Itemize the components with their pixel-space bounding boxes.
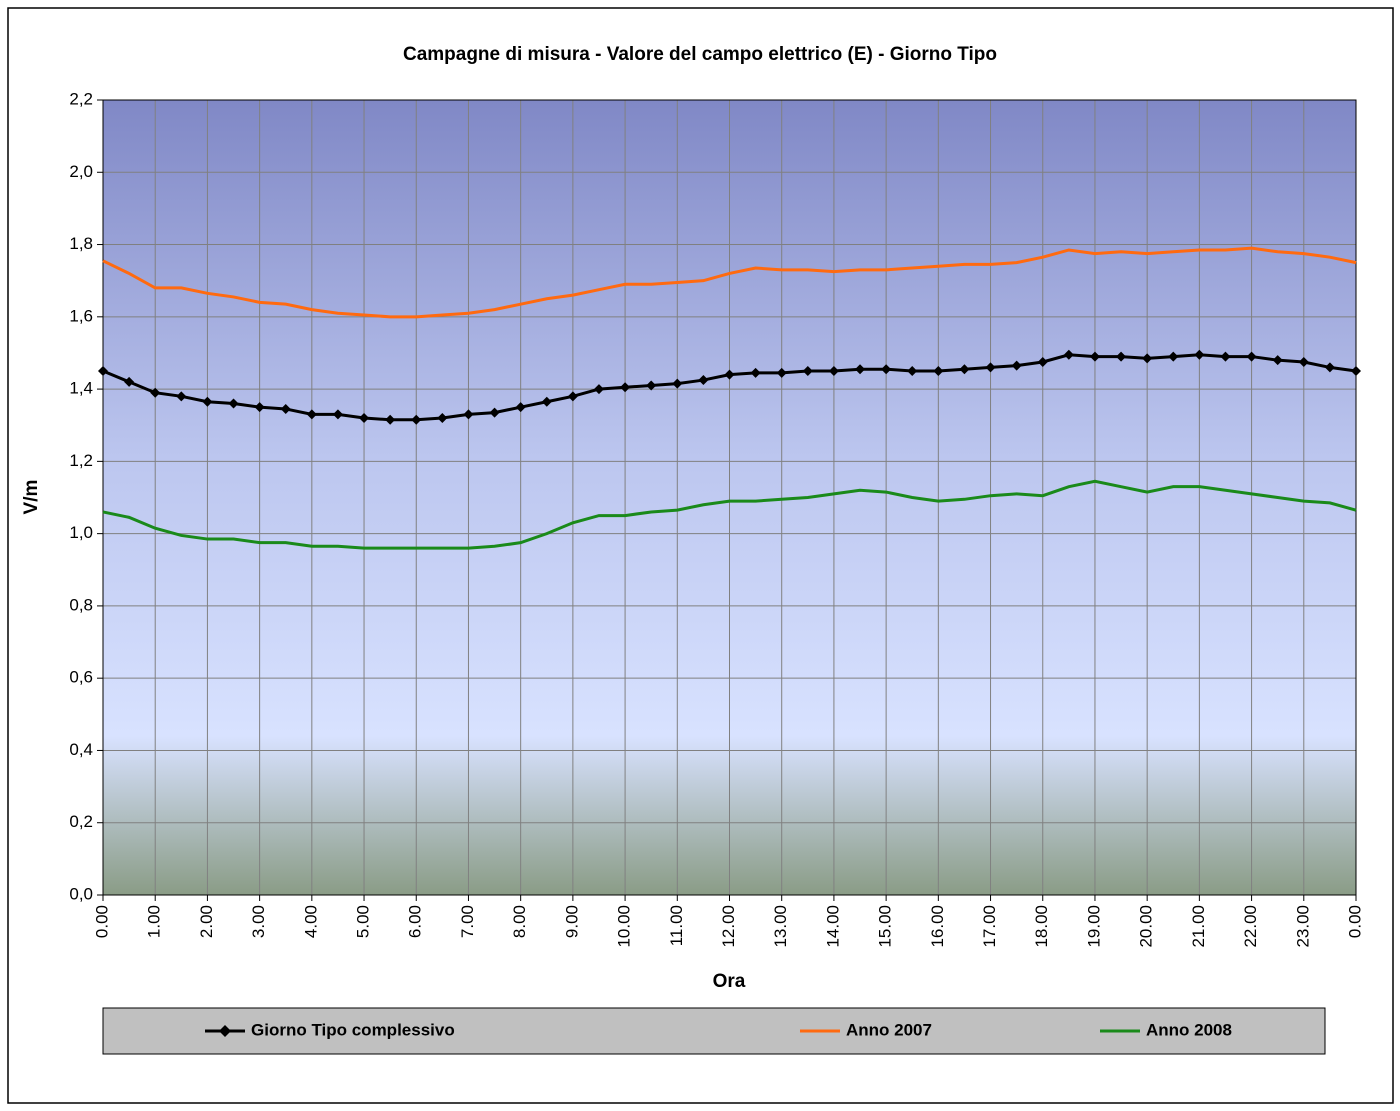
x-tick-label: 16.00 bbox=[928, 905, 947, 948]
point-marker bbox=[750, 367, 761, 378]
legend-marker bbox=[219, 1025, 231, 1037]
x-tick-label: 0.00 bbox=[1345, 905, 1364, 938]
y-tick-label: 0,4 bbox=[69, 740, 93, 759]
x-tick-label: 9.00 bbox=[562, 905, 581, 938]
x-tick-label: 3.00 bbox=[249, 905, 268, 938]
point-marker bbox=[202, 396, 213, 407]
y-tick-label: 1,2 bbox=[69, 451, 93, 470]
point-marker bbox=[306, 409, 317, 420]
y-tick-label: 1,0 bbox=[69, 523, 93, 542]
point-marker bbox=[515, 402, 526, 413]
point-marker bbox=[124, 376, 135, 387]
point-marker bbox=[1272, 355, 1283, 366]
point-marker bbox=[228, 398, 239, 409]
point-marker bbox=[933, 366, 944, 377]
point-marker bbox=[1246, 351, 1257, 362]
point-marker bbox=[150, 387, 161, 398]
x-tick-label: 5.00 bbox=[354, 905, 373, 938]
point-marker bbox=[985, 362, 996, 373]
point-marker bbox=[672, 378, 683, 389]
point-marker bbox=[176, 391, 187, 402]
y-tick-label: 0,6 bbox=[69, 668, 93, 687]
point-marker bbox=[1351, 366, 1361, 377]
point-marker bbox=[646, 380, 657, 391]
x-tick-label: 2.00 bbox=[197, 905, 216, 938]
point-marker bbox=[1298, 356, 1309, 367]
point-marker bbox=[437, 413, 448, 423]
y-tick-label: 0,2 bbox=[69, 812, 93, 831]
x-tick-label: 23.00 bbox=[1293, 905, 1312, 948]
x-tick-label: 4.00 bbox=[301, 905, 320, 938]
point-marker bbox=[98, 366, 108, 377]
point-marker bbox=[907, 366, 918, 377]
point-marker bbox=[332, 409, 343, 420]
x-tick-label: 21.00 bbox=[1189, 905, 1208, 948]
y-axis-label: V/m bbox=[21, 480, 42, 515]
point-marker bbox=[1089, 351, 1100, 362]
y-tick-label: 1,4 bbox=[69, 379, 93, 398]
x-tick-label: 18.00 bbox=[1032, 905, 1051, 948]
x-tick-label: 8.00 bbox=[510, 905, 529, 938]
x-axis-label: Ora bbox=[713, 971, 746, 992]
point-marker bbox=[1142, 353, 1153, 364]
point-marker bbox=[1168, 351, 1179, 362]
point-marker bbox=[698, 375, 709, 386]
legend-label: Giorno Tipo complessivo bbox=[251, 1020, 455, 1039]
point-marker bbox=[254, 402, 265, 413]
point-marker bbox=[855, 364, 866, 375]
point-marker bbox=[881, 364, 892, 375]
chart-title: Campagne di misura - Valore del campo el… bbox=[403, 44, 997, 65]
series-line bbox=[102, 246, 1357, 319]
x-tick-label: 6.00 bbox=[406, 905, 425, 938]
x-tick-label: 10.00 bbox=[615, 905, 634, 948]
point-marker bbox=[1116, 351, 1127, 362]
point-marker bbox=[1194, 349, 1205, 360]
point-marker bbox=[359, 413, 370, 423]
y-tick-label: 1,8 bbox=[69, 234, 93, 253]
y-tick-label: 1,6 bbox=[69, 306, 93, 325]
point-marker bbox=[776, 367, 787, 378]
point-marker bbox=[1011, 360, 1022, 371]
point-marker bbox=[567, 391, 578, 402]
x-tick-label: 0.00 bbox=[92, 905, 111, 938]
x-tick-label: 11.00 bbox=[667, 905, 686, 946]
x-tick-label: 19.00 bbox=[1084, 905, 1103, 948]
point-marker bbox=[489, 407, 500, 418]
x-tick-label: 17.00 bbox=[980, 905, 999, 948]
plot-border bbox=[102, 99, 1357, 896]
point-marker bbox=[1037, 356, 1048, 367]
point-marker bbox=[411, 414, 422, 425]
point-marker bbox=[463, 409, 474, 420]
point-marker bbox=[828, 366, 839, 377]
point-marker bbox=[1220, 351, 1231, 362]
legend-label: Anno 2007 bbox=[846, 1020, 932, 1039]
x-tick-label: 22.00 bbox=[1241, 905, 1260, 948]
x-tick-label: 1.00 bbox=[145, 905, 164, 938]
legend-label: Anno 2008 bbox=[1146, 1020, 1232, 1039]
x-tick-label: 20.00 bbox=[1137, 905, 1156, 948]
point-marker bbox=[280, 403, 291, 414]
y-tick-label: 0,8 bbox=[69, 595, 93, 614]
x-tick-label: 7.00 bbox=[458, 905, 477, 938]
x-tick-label: 14.00 bbox=[823, 905, 842, 948]
point-marker bbox=[802, 366, 813, 377]
x-tick-label: 15.00 bbox=[876, 905, 895, 948]
x-tick-label: 13.00 bbox=[771, 905, 790, 948]
point-marker bbox=[385, 414, 396, 425]
x-tick-label: 12.00 bbox=[719, 905, 738, 948]
point-marker bbox=[724, 369, 735, 380]
y-tick-label: 2,0 bbox=[69, 162, 93, 181]
point-marker bbox=[1324, 362, 1335, 373]
point-marker bbox=[1063, 349, 1074, 360]
point-marker bbox=[593, 384, 604, 395]
y-tick-label: 0,0 bbox=[69, 884, 93, 903]
point-marker bbox=[541, 396, 552, 407]
point-marker bbox=[959, 364, 970, 375]
series-line bbox=[102, 479, 1357, 550]
y-tick-label: 2,2 bbox=[69, 89, 93, 108]
point-marker bbox=[620, 382, 631, 393]
